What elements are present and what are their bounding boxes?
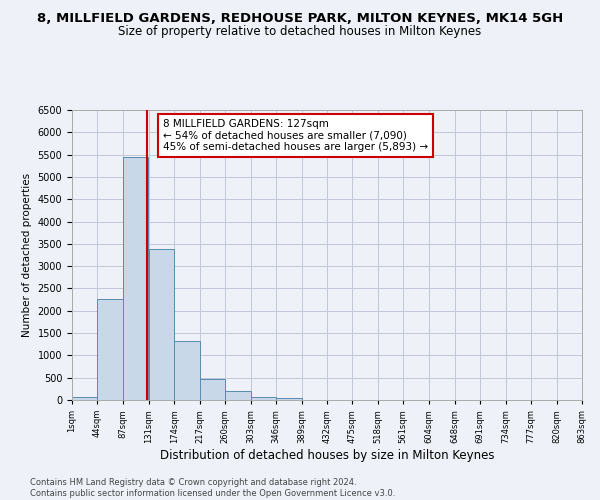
Text: 8 MILLFIELD GARDENS: 127sqm
← 54% of detached houses are smaller (7,090)
45% of : 8 MILLFIELD GARDENS: 127sqm ← 54% of det… (163, 119, 428, 152)
X-axis label: Distribution of detached houses by size in Milton Keynes: Distribution of detached houses by size … (160, 448, 494, 462)
Bar (175, 341, 200, 400)
Bar (200, 379, 225, 400)
Text: 8, MILLFIELD GARDENS, REDHOUSE PARK, MILTON KEYNES, MK14 5GH: 8, MILLFIELD GARDENS, REDHOUSE PARK, MIL… (37, 12, 563, 26)
Text: Size of property relative to detached houses in Milton Keynes: Size of property relative to detached ho… (118, 25, 482, 38)
Bar (123, 157, 148, 400)
Bar (276, 398, 302, 400)
Bar (149, 250, 175, 400)
Bar (225, 391, 251, 400)
Text: Contains HM Land Registry data © Crown copyright and database right 2024.
Contai: Contains HM Land Registry data © Crown c… (30, 478, 395, 498)
Y-axis label: Number of detached properties: Number of detached properties (22, 173, 32, 337)
Bar (97, 298, 123, 400)
Bar (72, 396, 97, 400)
Bar (251, 396, 276, 400)
